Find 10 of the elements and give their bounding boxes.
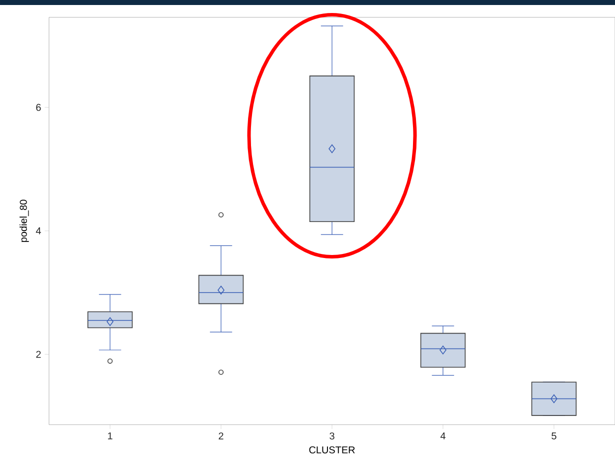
x-tick-label: 3 — [330, 432, 334, 440]
x-tick-label: 5 — [552, 432, 556, 440]
x-tick-label: 2 — [218, 432, 224, 440]
y-tick-label: 2 — [36, 350, 41, 358]
y-tick-label: 6 — [36, 104, 41, 111]
x-axis-title: CLUSTER — [309, 446, 355, 454]
x-tick-label: 1 — [108, 432, 112, 440]
y-axis-title: podiel_80 — [20, 200, 29, 242]
x-tick-label: 4 — [440, 432, 446, 440]
y-tick-label: 4 — [36, 227, 41, 234]
